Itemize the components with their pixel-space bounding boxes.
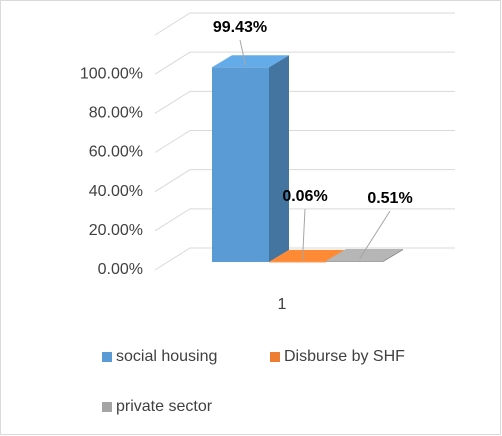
bar — [212, 67, 269, 262]
grid-line — [154, 169, 455, 193]
leader-line — [239, 39, 246, 66]
x-tick-label: 1 — [278, 296, 287, 313]
y-tick-label: 100.00% — [80, 65, 143, 82]
bar-side — [269, 55, 289, 263]
y-tick-label: 0.00% — [98, 261, 143, 278]
y-tick-label: 40.00% — [89, 183, 143, 200]
data-label: 0.06% — [282, 188, 327, 205]
grid-line — [154, 51, 455, 75]
legend-label: private sector — [116, 398, 213, 415]
legend-label: Disburse by SHF — [284, 348, 405, 365]
legend-swatch — [270, 352, 280, 362]
grid-line — [154, 208, 455, 232]
y-tick-label: 60.00% — [89, 144, 143, 161]
bar-side — [383, 249, 403, 262]
y-tick-label: 80.00% — [89, 105, 143, 122]
bar — [326, 261, 383, 262]
bar-top — [212, 55, 289, 68]
wall-top — [154, 12, 455, 36]
y-tick-label: 20.00% — [89, 222, 143, 239]
bar-top — [326, 249, 403, 262]
legend-swatch — [102, 402, 112, 412]
leader-line — [359, 210, 391, 260]
leader-line — [302, 208, 306, 260]
legend-swatch — [102, 352, 112, 362]
bar-top — [269, 249, 346, 262]
data-label: 0.51% — [367, 190, 412, 207]
legend-label: social housing — [116, 348, 217, 365]
data-label: 99.43% — [213, 19, 267, 36]
grid-line — [154, 90, 455, 114]
grid-line — [154, 130, 455, 153]
bar — [269, 261, 326, 263]
